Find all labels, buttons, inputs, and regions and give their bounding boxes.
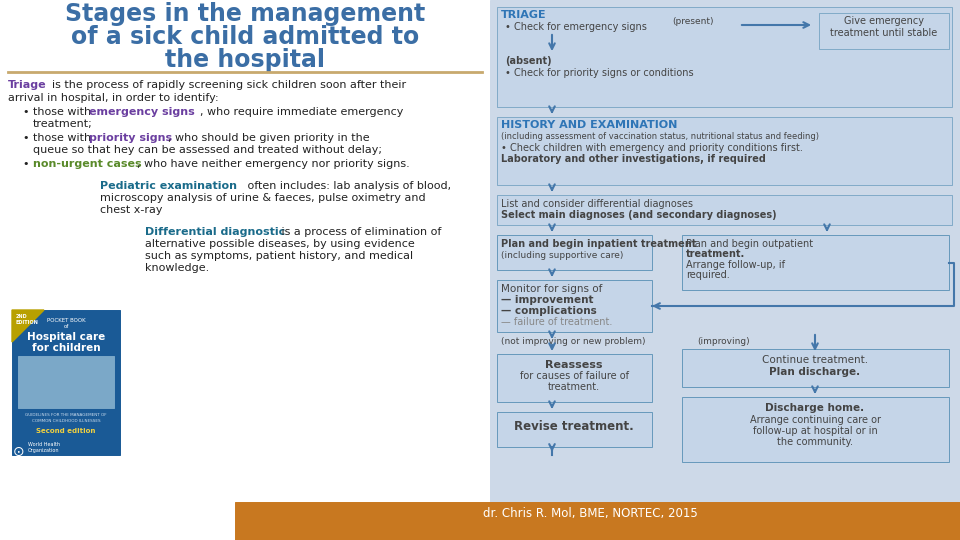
Text: 2ND
EDITION: 2ND EDITION <box>16 314 38 325</box>
Text: — improvement: — improvement <box>501 295 593 305</box>
Text: of a sick child admitted to: of a sick child admitted to <box>71 25 420 49</box>
Text: non-urgent cases: non-urgent cases <box>33 159 142 169</box>
Text: (present): (present) <box>672 17 713 26</box>
Text: Differential diagnostic: Differential diagnostic <box>145 227 285 237</box>
Text: treatment.: treatment. <box>548 382 600 392</box>
Text: for causes of failure of: for causes of failure of <box>519 371 629 381</box>
Bar <box>497 354 652 402</box>
Bar <box>490 0 960 540</box>
Text: Pediatric examination: Pediatric examination <box>100 181 237 191</box>
Bar <box>819 13 949 49</box>
Text: •: • <box>22 159 29 169</box>
Text: — complications: — complications <box>501 306 597 316</box>
Text: GUIDELINES FOR THE MANAGEMENT OF: GUIDELINES FOR THE MANAGEMENT OF <box>25 413 107 417</box>
Text: (not improving or new problem): (not improving or new problem) <box>501 337 645 346</box>
Text: • Check for emergency signs: • Check for emergency signs <box>505 22 647 32</box>
Bar <box>682 235 949 290</box>
Text: TRIAGE: TRIAGE <box>501 10 546 20</box>
Text: those with: those with <box>33 133 95 143</box>
Bar <box>497 235 652 270</box>
Text: Triage: Triage <box>8 80 47 90</box>
Text: is the process of rapidly screening sick children soon after their: is the process of rapidly screening sick… <box>52 80 406 90</box>
Text: Monitor for signs of: Monitor for signs of <box>501 284 602 294</box>
Text: Plan and begin outpatient: Plan and begin outpatient <box>686 239 813 249</box>
Text: the hospital: the hospital <box>165 48 325 72</box>
Bar <box>497 7 952 107</box>
Text: (including supportive care): (including supportive care) <box>501 251 623 260</box>
Text: World Health
Organization: World Health Organization <box>28 442 60 453</box>
Text: (including assessment of vaccination status, nutritional status and feeding): (including assessment of vaccination sta… <box>501 132 819 141</box>
Text: priority signs: priority signs <box>89 133 172 143</box>
Text: the community.: the community. <box>777 437 853 447</box>
Bar <box>497 117 952 185</box>
Text: queue so that hey can be assessed and treated without delay;: queue so that hey can be assessed and tr… <box>33 145 382 155</box>
Text: , who have neither emergency nor priority signs.: , who have neither emergency nor priorit… <box>137 159 410 169</box>
Text: Reassess: Reassess <box>545 360 603 370</box>
Text: Laboratory and other investigations, if required: Laboratory and other investigations, if … <box>501 154 766 164</box>
Text: Hospital care: Hospital care <box>27 332 106 342</box>
Text: HISTORY AND EXAMINATION: HISTORY AND EXAMINATION <box>501 120 678 130</box>
Text: , who require immediate emergency: , who require immediate emergency <box>200 107 403 117</box>
Bar <box>682 397 949 462</box>
Text: treatment;: treatment; <box>33 119 93 129</box>
Text: Arrange follow-up, if: Arrange follow-up, if <box>686 260 785 270</box>
Bar <box>682 349 949 387</box>
Text: emergency signs: emergency signs <box>89 107 195 117</box>
Text: Select main diagnoses (and secondary diagnoses): Select main diagnoses (and secondary dia… <box>501 210 777 220</box>
Bar <box>0 0 490 540</box>
Text: Give emergency
treatment until stable: Give emergency treatment until stable <box>830 16 938 38</box>
Text: arrival in hospital, in order to identify:: arrival in hospital, in order to identif… <box>8 93 219 103</box>
Text: POCKET BOOK: POCKET BOOK <box>47 318 85 323</box>
Text: required.: required. <box>686 270 730 280</box>
Text: Plan discharge.: Plan discharge. <box>769 367 860 377</box>
Text: treatment.: treatment. <box>686 249 745 259</box>
Text: Discharge home.: Discharge home. <box>765 403 865 413</box>
Text: dr. Chris R. Mol, BME, NORTEC, 2015: dr. Chris R. Mol, BME, NORTEC, 2015 <box>483 508 697 521</box>
Text: knowledge.: knowledge. <box>145 263 209 273</box>
Text: such as symptoms, patient history, and medical: such as symptoms, patient history, and m… <box>145 251 413 261</box>
Bar <box>497 195 952 225</box>
Text: • Check children with emergency and priority conditions first.: • Check children with emergency and prio… <box>501 143 803 153</box>
Text: Arrange continuing care or: Arrange continuing care or <box>750 415 880 425</box>
Bar <box>497 280 652 332</box>
Text: Continue treatment.: Continue treatment. <box>762 355 868 365</box>
Text: List and consider differential diagnoses: List and consider differential diagnoses <box>501 199 693 209</box>
Text: microscopy analysis of urine & faeces, pulse oximetry and: microscopy analysis of urine & faeces, p… <box>100 193 425 203</box>
Bar <box>235 502 960 540</box>
Text: follow-up at hospital or in: follow-up at hospital or in <box>753 426 877 436</box>
Text: • Check for priority signs or conditions: • Check for priority signs or conditions <box>505 68 694 78</box>
Text: alternative possible diseases, by using evidence: alternative possible diseases, by using … <box>145 239 415 249</box>
Text: (absent): (absent) <box>505 56 552 66</box>
Text: those with: those with <box>33 107 95 117</box>
Text: , who should be given priority in the: , who should be given priority in the <box>168 133 370 143</box>
Text: (improving): (improving) <box>697 337 750 346</box>
Text: for children: for children <box>32 343 100 353</box>
Text: Plan and begin inpatient treatment: Plan and begin inpatient treatment <box>501 239 696 249</box>
Text: Revise treatment.: Revise treatment. <box>515 420 634 433</box>
Bar <box>497 412 652 447</box>
Text: COMMON CHILDHOOD ILLNESSES: COMMON CHILDHOOD ILLNESSES <box>32 419 100 423</box>
Text: •: • <box>22 107 29 117</box>
Polygon shape <box>12 310 44 342</box>
Text: of: of <box>63 324 69 329</box>
Bar <box>12 310 120 455</box>
Text: chest x-ray: chest x-ray <box>100 205 162 215</box>
Text: is a process of elimination of: is a process of elimination of <box>278 227 442 237</box>
Text: Second edition: Second edition <box>36 428 96 434</box>
Text: •: • <box>22 133 29 143</box>
Text: often includes: lab analysis of blood,: often includes: lab analysis of blood, <box>244 181 451 191</box>
Text: Stages in the management: Stages in the management <box>65 2 425 26</box>
Bar <box>18 356 114 408</box>
Text: ⊙: ⊙ <box>13 445 25 459</box>
Text: — failure of treatment.: — failure of treatment. <box>501 317 612 327</box>
